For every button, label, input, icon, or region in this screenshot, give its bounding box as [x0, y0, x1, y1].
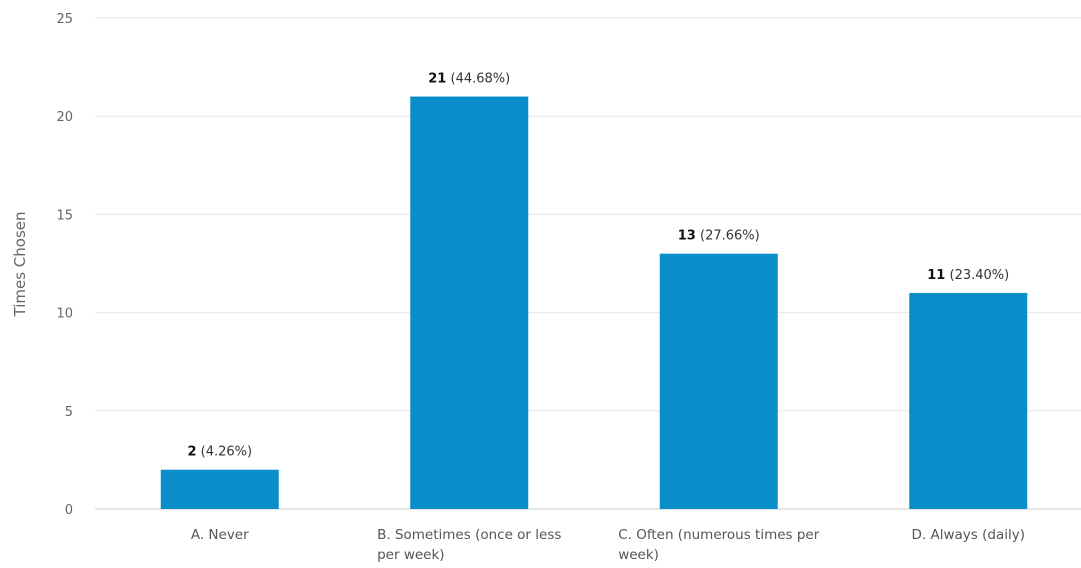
y-axis-ticks: 0 5 10 15 20 25	[56, 12, 73, 518]
y-tick-label: 20	[56, 110, 73, 125]
x-category-label-line: D. Always (daily)	[912, 527, 1025, 543]
y-axis-title: Times Chosen	[11, 212, 29, 318]
data-label-count: 2	[187, 445, 196, 460]
x-category-label: A. Never	[191, 527, 249, 543]
data-label: 21 (44.68%)	[428, 72, 510, 87]
x-category-label: B. Sometimes (once or less per week)	[377, 527, 561, 563]
bars	[160, 96, 1028, 509]
x-category-label-line: A. Never	[191, 527, 249, 543]
y-tick-label: 25	[56, 12, 73, 27]
data-label-count: 11	[927, 268, 945, 283]
x-category-label: C. Often (numerous times per week)	[618, 527, 820, 563]
x-category-label-line: B. Sometimes (once or less	[377, 527, 561, 543]
x-category-label-line: per week)	[377, 547, 444, 563]
bar	[659, 253, 778, 509]
data-label: 11 (23.40%)	[927, 268, 1009, 283]
y-tick-label: 10	[56, 307, 73, 322]
x-category-label: D. Always (daily)	[912, 527, 1025, 543]
x-category-label-line: week)	[618, 547, 659, 563]
x-axis-categories: A. Never B. Sometimes (once or less per we…	[191, 527, 1025, 563]
bar	[160, 469, 279, 509]
y-tick-label: 15	[56, 208, 73, 223]
data-label-percent: (27.66%)	[696, 229, 760, 244]
y-tick-label: 0	[65, 503, 73, 518]
data-label-count: 21	[428, 72, 446, 87]
bar	[909, 292, 1028, 509]
data-label-count: 13	[678, 229, 696, 244]
x-category-label-line: C. Often (numerous times per	[618, 527, 820, 543]
data-label: 2 (4.26%)	[187, 445, 252, 460]
data-labels: 2 (4.26%) 21 (44.68%) 13 (27.66%) 11 (23.40…	[187, 72, 1009, 460]
data-label: 13 (27.66%)	[678, 229, 760, 244]
data-label-percent: (44.68%)	[446, 72, 510, 87]
bar	[410, 96, 529, 509]
data-label-percent: (4.26%)	[196, 445, 252, 460]
y-tick-label: 5	[65, 405, 73, 420]
data-label-percent: (23.40%)	[945, 268, 1009, 283]
